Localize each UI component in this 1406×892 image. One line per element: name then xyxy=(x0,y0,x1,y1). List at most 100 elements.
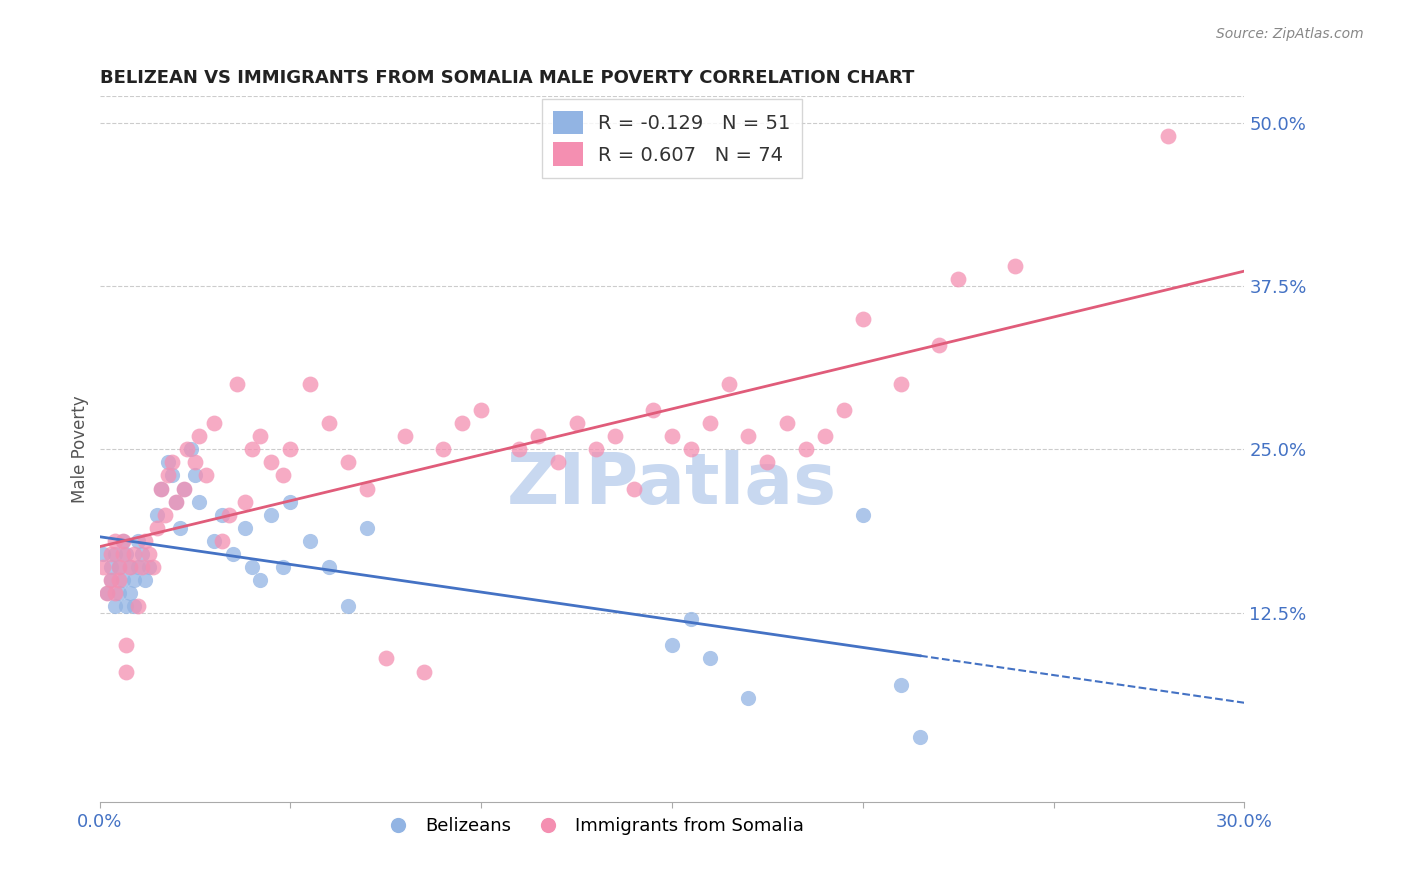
Point xyxy=(852,311,875,326)
Point xyxy=(249,573,271,587)
Point xyxy=(451,416,474,430)
Point xyxy=(202,416,225,430)
Point xyxy=(218,508,240,522)
Point xyxy=(104,547,127,561)
Point xyxy=(890,376,912,391)
Point xyxy=(508,442,530,457)
Point xyxy=(100,573,122,587)
Point xyxy=(222,547,245,561)
Point xyxy=(681,442,703,457)
Point xyxy=(169,521,191,535)
Point xyxy=(134,533,156,548)
Point xyxy=(134,573,156,587)
Point xyxy=(394,429,416,443)
Legend: Belizeans, Immigrants from Somalia: Belizeans, Immigrants from Somalia xyxy=(373,810,811,843)
Point xyxy=(249,429,271,443)
Point xyxy=(93,560,115,574)
Point xyxy=(120,560,142,574)
Point xyxy=(176,442,198,457)
Point xyxy=(115,547,138,561)
Point xyxy=(699,651,721,665)
Point xyxy=(104,533,127,548)
Point xyxy=(142,560,165,574)
Point xyxy=(146,508,169,522)
Point xyxy=(226,376,249,391)
Point xyxy=(280,442,302,457)
Point xyxy=(122,573,145,587)
Y-axis label: Male Poverty: Male Poverty xyxy=(72,395,89,503)
Point xyxy=(131,547,153,561)
Point xyxy=(908,730,931,744)
Point xyxy=(280,494,302,508)
Point xyxy=(699,416,721,430)
Point xyxy=(131,560,153,574)
Point xyxy=(127,533,149,548)
Point xyxy=(93,547,115,561)
Point xyxy=(127,560,149,574)
Point xyxy=(157,468,180,483)
Point xyxy=(96,586,118,600)
Point xyxy=(318,416,340,430)
Point xyxy=(111,533,134,548)
Point xyxy=(681,612,703,626)
Point xyxy=(233,521,256,535)
Point xyxy=(107,586,129,600)
Point xyxy=(718,376,741,391)
Point xyxy=(814,429,837,443)
Point xyxy=(138,547,160,561)
Point xyxy=(756,455,779,469)
Point xyxy=(240,442,263,457)
Point xyxy=(547,455,569,469)
Point xyxy=(470,403,492,417)
Point xyxy=(737,690,759,705)
Point xyxy=(115,639,138,653)
Point xyxy=(211,508,233,522)
Point xyxy=(603,429,626,443)
Point xyxy=(149,482,172,496)
Point xyxy=(187,494,209,508)
Point xyxy=(115,665,138,679)
Point xyxy=(173,482,195,496)
Point xyxy=(111,533,134,548)
Point xyxy=(195,468,218,483)
Point xyxy=(527,429,550,443)
Point xyxy=(775,416,797,430)
Point xyxy=(120,560,142,574)
Point xyxy=(641,403,664,417)
Point xyxy=(260,508,283,522)
Point xyxy=(187,429,209,443)
Point xyxy=(184,468,207,483)
Point xyxy=(211,533,233,548)
Point xyxy=(122,547,145,561)
Point xyxy=(890,678,912,692)
Point xyxy=(173,482,195,496)
Point xyxy=(737,429,759,443)
Point xyxy=(356,482,378,496)
Point xyxy=(374,651,396,665)
Point xyxy=(202,533,225,548)
Point xyxy=(260,455,283,469)
Point xyxy=(104,599,127,614)
Point xyxy=(96,586,118,600)
Point xyxy=(120,586,142,600)
Point xyxy=(1157,128,1180,143)
Point xyxy=(184,455,207,469)
Point xyxy=(661,639,683,653)
Point xyxy=(111,573,134,587)
Point xyxy=(127,599,149,614)
Point xyxy=(146,521,169,535)
Point xyxy=(107,560,129,574)
Point xyxy=(138,560,160,574)
Point xyxy=(165,494,187,508)
Point xyxy=(122,599,145,614)
Text: ZIPatlas: ZIPatlas xyxy=(508,450,837,519)
Point xyxy=(832,403,855,417)
Point xyxy=(165,494,187,508)
Point xyxy=(948,272,970,286)
Point xyxy=(149,482,172,496)
Point xyxy=(271,560,294,574)
Point xyxy=(107,573,129,587)
Point xyxy=(565,416,588,430)
Point xyxy=(661,429,683,443)
Point xyxy=(100,573,122,587)
